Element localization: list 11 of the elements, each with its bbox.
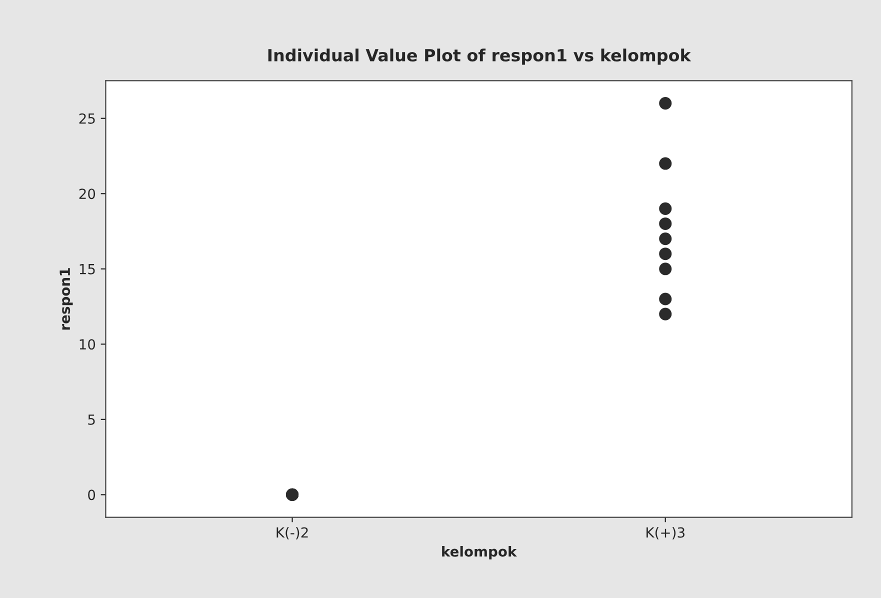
x-tick-label: K(+)3 xyxy=(646,527,684,540)
x-axis-title: kelompok xyxy=(442,546,517,560)
y-tick-label: 0 xyxy=(88,490,96,500)
y-axis-title: respon1 xyxy=(60,268,73,330)
y-tick-label: 5 xyxy=(88,414,95,425)
y-tick-label: 15 xyxy=(80,264,95,274)
x-tick-label: K(-)2 xyxy=(276,527,308,540)
y-tick-label: 20 xyxy=(79,188,96,200)
y-tick-label: 25 xyxy=(79,113,95,124)
chart-title: Individual Value Plot of respon1 vs kelompok xyxy=(268,48,692,65)
y-tick-label: 10 xyxy=(80,339,96,350)
